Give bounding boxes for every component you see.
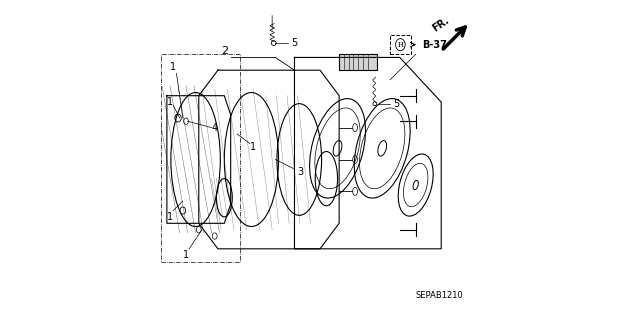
Ellipse shape: [333, 141, 342, 156]
Text: 5: 5: [291, 38, 298, 48]
Text: 5: 5: [394, 99, 400, 109]
Text: H: H: [397, 41, 403, 49]
Ellipse shape: [413, 180, 419, 190]
FancyBboxPatch shape: [390, 35, 411, 54]
Text: 2: 2: [221, 46, 228, 56]
Text: SEPAB1210: SEPAB1210: [416, 291, 463, 300]
FancyBboxPatch shape: [339, 54, 378, 70]
Text: FR.: FR.: [431, 15, 451, 34]
Text: 1: 1: [167, 212, 173, 222]
Text: 1: 1: [167, 97, 173, 107]
Text: B-37: B-37: [422, 40, 447, 50]
Text: 1: 1: [250, 142, 256, 152]
Ellipse shape: [378, 141, 387, 156]
Text: 1: 1: [170, 62, 177, 72]
Text: 3: 3: [298, 167, 304, 177]
Text: 4: 4: [212, 122, 218, 133]
Text: 1: 1: [183, 250, 189, 260]
